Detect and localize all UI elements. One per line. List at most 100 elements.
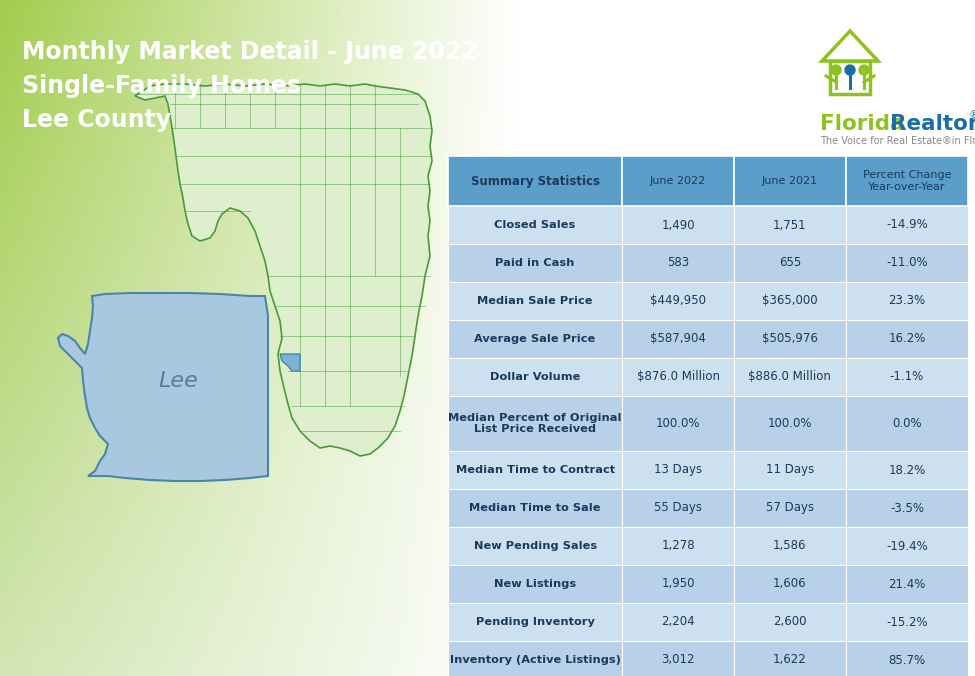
Text: 55 Days: 55 Days xyxy=(654,502,702,514)
Bar xyxy=(845,451,968,489)
Text: $876.0 Million: $876.0 Million xyxy=(637,370,720,383)
Text: Median Time to Sale: Median Time to Sale xyxy=(469,503,601,513)
Bar xyxy=(448,244,622,282)
Polygon shape xyxy=(58,293,268,481)
Text: Average Sale Price: Average Sale Price xyxy=(475,334,596,344)
Text: 100.0%: 100.0% xyxy=(767,417,812,430)
Text: 1,950: 1,950 xyxy=(661,577,695,591)
Bar xyxy=(622,206,734,244)
Bar xyxy=(448,282,622,320)
Bar xyxy=(622,641,734,676)
Bar xyxy=(845,244,968,282)
Text: 0.0%: 0.0% xyxy=(892,417,921,430)
Text: $505,976: $505,976 xyxy=(762,333,818,345)
Bar xyxy=(845,565,968,603)
Text: 583: 583 xyxy=(667,256,689,270)
Bar xyxy=(845,396,968,451)
Text: Monthly Market Detail - June 2022: Monthly Market Detail - June 2022 xyxy=(22,40,478,64)
Text: $449,950: $449,950 xyxy=(650,295,706,308)
Text: 655: 655 xyxy=(779,256,801,270)
Polygon shape xyxy=(280,354,300,371)
Bar xyxy=(845,641,968,676)
Text: $886.0 Million: $886.0 Million xyxy=(749,370,832,383)
Circle shape xyxy=(845,65,855,75)
Bar xyxy=(448,603,622,641)
Bar xyxy=(734,206,845,244)
Text: Realtors: Realtors xyxy=(890,114,975,134)
Polygon shape xyxy=(135,84,432,456)
Bar xyxy=(734,565,845,603)
Text: Single-Family Homes: Single-Family Homes xyxy=(22,74,301,98)
Text: New Pending Sales: New Pending Sales xyxy=(474,541,597,551)
Text: 1,606: 1,606 xyxy=(773,577,806,591)
Text: 85.7%: 85.7% xyxy=(888,654,925,667)
Text: -19.4%: -19.4% xyxy=(886,539,928,552)
Bar xyxy=(845,320,968,358)
Bar xyxy=(622,244,734,282)
Text: Dollar Volume: Dollar Volume xyxy=(489,372,580,382)
Text: 21.4%: 21.4% xyxy=(888,577,925,591)
Bar xyxy=(622,282,734,320)
Bar xyxy=(845,603,968,641)
Text: 1,622: 1,622 xyxy=(773,654,806,667)
Bar xyxy=(622,156,734,206)
Bar xyxy=(622,358,734,396)
Text: Percent Change
Year-over-Year: Percent Change Year-over-Year xyxy=(863,170,952,192)
Text: 100.0%: 100.0% xyxy=(656,417,700,430)
Bar xyxy=(845,489,968,527)
Bar xyxy=(448,527,622,565)
Text: ®: ® xyxy=(968,110,975,120)
Text: Summary Statistics: Summary Statistics xyxy=(471,174,600,187)
Bar xyxy=(734,320,845,358)
Text: $365,000: $365,000 xyxy=(762,295,818,308)
Text: -11.0%: -11.0% xyxy=(886,256,928,270)
Text: June 2021: June 2021 xyxy=(761,176,818,186)
Bar xyxy=(734,603,845,641)
Text: 18.2%: 18.2% xyxy=(888,464,925,477)
Bar xyxy=(448,641,622,676)
Text: Pending Inventory: Pending Inventory xyxy=(476,617,595,627)
Text: Lee: Lee xyxy=(158,371,198,391)
Bar xyxy=(448,489,622,527)
Bar xyxy=(622,489,734,527)
Text: 11 Days: 11 Days xyxy=(765,464,814,477)
Bar xyxy=(734,282,845,320)
Text: Inventory (Active Listings): Inventory (Active Listings) xyxy=(449,655,620,665)
Bar xyxy=(845,206,968,244)
Text: 1,278: 1,278 xyxy=(661,539,695,552)
Bar xyxy=(734,244,845,282)
Bar xyxy=(734,641,845,676)
Text: Closed Sales: Closed Sales xyxy=(494,220,575,230)
Bar xyxy=(622,396,734,451)
Bar xyxy=(845,527,968,565)
Text: 1,751: 1,751 xyxy=(773,218,806,231)
Bar xyxy=(734,451,845,489)
Bar xyxy=(845,282,968,320)
Bar xyxy=(830,61,870,94)
Text: New Listings: New Listings xyxy=(494,579,576,589)
Text: 1,586: 1,586 xyxy=(773,539,806,552)
Bar xyxy=(622,451,734,489)
Text: Median Sale Price: Median Sale Price xyxy=(478,296,593,306)
Text: -3.5%: -3.5% xyxy=(890,502,924,514)
Text: Lee County: Lee County xyxy=(22,108,172,132)
Text: 13 Days: 13 Days xyxy=(654,464,702,477)
Text: $587,904: $587,904 xyxy=(650,333,706,345)
Bar xyxy=(448,358,622,396)
Bar xyxy=(448,451,622,489)
Bar xyxy=(734,489,845,527)
Bar xyxy=(734,358,845,396)
Text: Paid in Cash: Paid in Cash xyxy=(495,258,575,268)
Text: -14.9%: -14.9% xyxy=(886,218,928,231)
Bar xyxy=(622,603,734,641)
Bar xyxy=(448,156,622,206)
Text: Median Percent of Original
List Price Received: Median Percent of Original List Price Re… xyxy=(448,413,622,434)
Bar xyxy=(622,527,734,565)
Text: Florida: Florida xyxy=(820,114,905,134)
Text: 2,600: 2,600 xyxy=(773,616,806,629)
Text: 3,012: 3,012 xyxy=(661,654,695,667)
Text: Median Time to Contract: Median Time to Contract xyxy=(455,465,614,475)
Bar xyxy=(734,396,845,451)
Bar xyxy=(448,396,622,451)
Text: June 2022: June 2022 xyxy=(650,176,706,186)
